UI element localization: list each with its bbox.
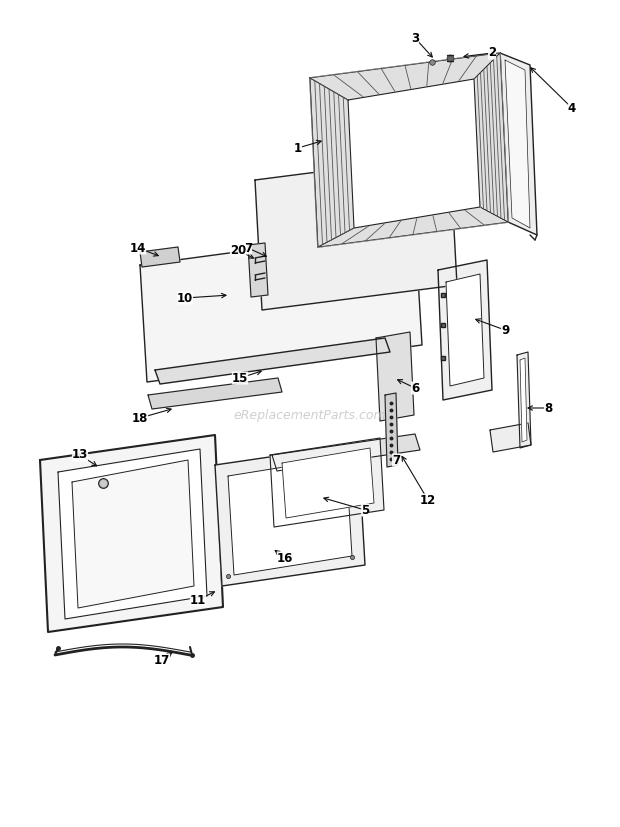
Polygon shape: [228, 457, 352, 575]
Polygon shape: [517, 352, 531, 448]
Polygon shape: [72, 460, 194, 608]
Polygon shape: [318, 207, 508, 247]
Polygon shape: [490, 423, 531, 452]
Text: 18: 18: [132, 412, 148, 424]
Text: 7: 7: [392, 453, 400, 466]
Text: 6: 6: [411, 381, 419, 394]
Polygon shape: [40, 435, 223, 632]
Text: 4: 4: [568, 102, 576, 114]
Polygon shape: [520, 358, 527, 442]
Text: 7: 7: [244, 241, 252, 255]
Polygon shape: [282, 448, 374, 518]
Text: 5: 5: [361, 504, 369, 517]
Text: 16: 16: [277, 552, 293, 565]
Polygon shape: [376, 332, 414, 421]
Polygon shape: [310, 78, 354, 247]
Polygon shape: [500, 53, 537, 235]
Polygon shape: [438, 260, 492, 400]
Text: 20: 20: [230, 243, 246, 256]
Polygon shape: [255, 155, 457, 310]
Text: 11: 11: [190, 594, 206, 606]
Text: 17: 17: [154, 653, 170, 667]
Polygon shape: [248, 243, 268, 297]
Polygon shape: [215, 444, 365, 586]
Text: 8: 8: [544, 401, 552, 414]
Polygon shape: [58, 449, 207, 619]
Polygon shape: [474, 53, 508, 222]
Polygon shape: [446, 274, 484, 386]
Polygon shape: [505, 60, 530, 228]
Polygon shape: [310, 53, 500, 100]
Text: 14: 14: [130, 241, 146, 255]
Polygon shape: [148, 378, 282, 409]
Text: 3: 3: [411, 31, 419, 45]
Text: 10: 10: [177, 291, 193, 304]
Text: 15: 15: [232, 371, 248, 385]
Polygon shape: [270, 438, 384, 527]
Polygon shape: [272, 434, 420, 471]
Polygon shape: [140, 247, 180, 267]
Polygon shape: [140, 228, 422, 382]
Text: 12: 12: [420, 494, 436, 506]
Text: 9: 9: [501, 323, 509, 337]
Text: 1: 1: [294, 141, 302, 155]
Text: 13: 13: [72, 448, 88, 461]
Text: eReplacementParts.com: eReplacementParts.com: [234, 409, 386, 422]
Polygon shape: [348, 79, 480, 228]
Polygon shape: [155, 338, 390, 384]
Polygon shape: [310, 53, 508, 247]
Text: 2: 2: [488, 46, 496, 60]
Polygon shape: [385, 393, 398, 467]
